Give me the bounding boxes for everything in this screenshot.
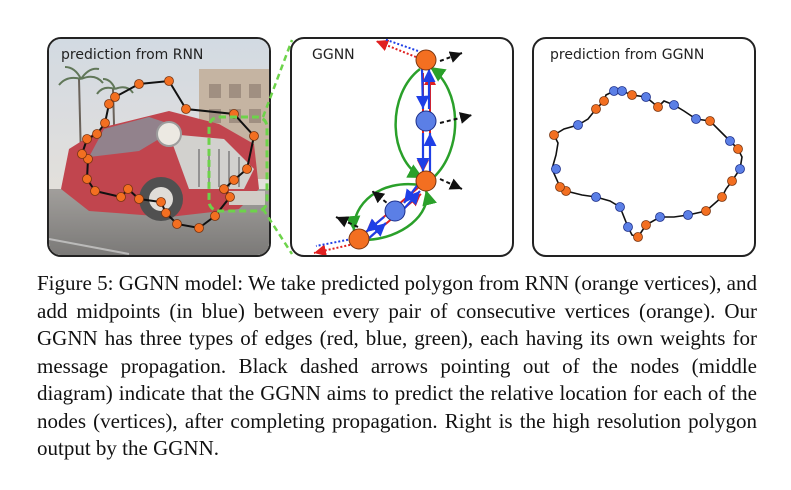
ggnn-polygon-illustration bbox=[549, 86, 745, 242]
ggnn-diagram-panel: GGNN bbox=[290, 37, 514, 257]
figure-caption: Figure 5: GGNN model: We take predicted … bbox=[37, 271, 757, 460]
rnn-vertices bbox=[77, 76, 259, 233]
ggnn-prediction-panel: prediction from GGNN bbox=[532, 37, 756, 257]
ggnn-vertex-nodes bbox=[348, 49, 437, 250]
ggnn-midpoint-nodes bbox=[384, 110, 437, 222]
left-panel-title: prediction from RNN bbox=[61, 47, 204, 63]
ggnn-polygon-edges bbox=[551, 90, 743, 238]
right-panel-title: prediction from GGNN bbox=[550, 47, 705, 63]
rnn-prediction-panel: prediction from RNN bbox=[47, 37, 271, 257]
mid-panel-title: GGNN bbox=[312, 47, 355, 63]
ggnn-graph-diagram bbox=[313, 39, 473, 255]
car-photo-illustration bbox=[49, 39, 269, 255]
zoom-region-box bbox=[207, 115, 269, 213]
ggnn-polygon-vertices bbox=[549, 86, 745, 242]
